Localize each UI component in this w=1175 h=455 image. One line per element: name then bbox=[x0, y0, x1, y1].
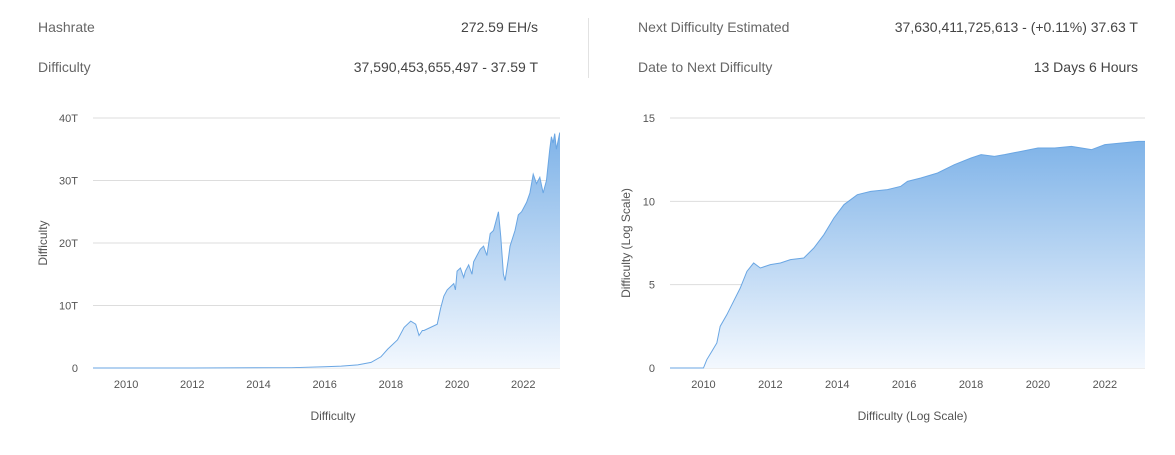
difficulty-value: 37,590,453,655,497 - 37.59 T bbox=[353, 59, 538, 75]
y-tick-label: 10T bbox=[59, 301, 78, 313]
y-tick-label: 0 bbox=[649, 363, 655, 375]
x-tick-label: 2010 bbox=[114, 379, 138, 391]
y-axis-title: Difficulty bbox=[36, 220, 50, 265]
series-line bbox=[93, 132, 560, 369]
difficulty-label: Difficulty bbox=[38, 59, 91, 75]
x-tick-label: 2018 bbox=[379, 379, 403, 391]
y-tick-label: 10 bbox=[643, 196, 655, 208]
x-tick-label: 2020 bbox=[445, 379, 469, 391]
x-tick-label: 2020 bbox=[1026, 379, 1050, 391]
hashrate-value: 272.59 EH/s bbox=[460, 19, 538, 35]
date-to-next-value: 13 Days 6 Hours bbox=[1033, 59, 1138, 75]
stats-panel-left: Hashrate 272.59 EH/s Difficulty 37,590,4… bbox=[38, 0, 538, 90]
x-tick-label: 2022 bbox=[511, 379, 535, 391]
x-tick-label: 2012 bbox=[758, 379, 782, 391]
date-to-next-row: Date to Next Difficulty 13 Days 6 Hours bbox=[638, 59, 1138, 79]
hashrate-label: Hashrate bbox=[38, 19, 95, 35]
x-tick-label: 2018 bbox=[959, 379, 983, 391]
x-tick-label: 2012 bbox=[180, 379, 204, 391]
y-tick-label: 0 bbox=[72, 363, 78, 375]
hashrate-row: Hashrate 272.59 EH/s bbox=[38, 19, 538, 39]
stats-divider bbox=[588, 18, 589, 78]
y-tick-label: 40T bbox=[59, 113, 78, 125]
y-axis-title: Difficulty (Log Scale) bbox=[619, 188, 633, 298]
next-difficulty-row: Next Difficulty Estimated 37,630,411,725… bbox=[638, 19, 1138, 39]
x-tick-label: 2014 bbox=[246, 379, 270, 391]
y-tick-label: 30T bbox=[59, 176, 78, 188]
x-axis-title: Difficulty (Log Scale) bbox=[858, 409, 968, 423]
x-tick-label: 2016 bbox=[892, 379, 916, 391]
next-difficulty-label: Next Difficulty Estimated bbox=[638, 19, 790, 35]
y-tick-label: 15 bbox=[643, 113, 655, 125]
x-axis-title: Difficulty bbox=[310, 409, 355, 423]
y-tick-label: 5 bbox=[649, 280, 655, 292]
difficulty-chart[interactable]: 0 10T 20T 30T 40T 2010 2012 2014 2016 2018 2020 202… bbox=[0, 90, 560, 450]
stats-panel-right: Next Difficulty Estimated 37,630,411,725… bbox=[638, 0, 1138, 90]
y-tick-label: 20T bbox=[59, 238, 78, 250]
next-difficulty-value: 37,630,411,725,613 - (+0.11%) 37.63 T bbox=[894, 19, 1138, 35]
series-line bbox=[670, 140, 1145, 369]
x-tick-label: 2022 bbox=[1093, 379, 1117, 391]
series-area bbox=[93, 133, 560, 368]
difficulty-log-chart[interactable]: 0 5 10 15 2010 2012 2014 2016 2018 2020 2022 Diffic… bbox=[585, 90, 1165, 450]
date-to-next-label: Date to Next Difficulty bbox=[638, 59, 773, 75]
series-area bbox=[670, 141, 1145, 368]
x-tick-label: 2014 bbox=[825, 379, 849, 391]
x-tick-label: 2010 bbox=[691, 379, 715, 391]
difficulty-row: Difficulty 37,590,453,655,497 - 37.59 T bbox=[38, 59, 538, 79]
x-tick-label: 2016 bbox=[312, 379, 336, 391]
